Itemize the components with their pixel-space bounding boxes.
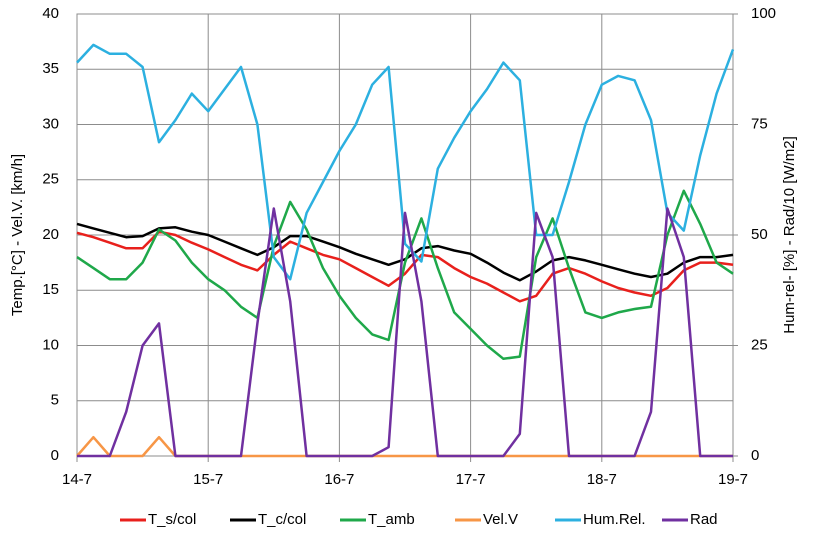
- y2-tick-label: 100: [751, 5, 776, 22]
- x-tick-label: 14-7: [62, 471, 92, 488]
- y2-axis-label: Hum-rel- [%] - Rad/10 [W/m2]: [781, 136, 798, 334]
- y2-tick-label: 50: [751, 226, 768, 243]
- y-tick-label: 0: [51, 447, 59, 464]
- y-tick-label: 5: [51, 392, 59, 409]
- y2-tick-label: 75: [751, 115, 768, 132]
- legend-label: Hum.Rel.: [583, 511, 646, 528]
- y-tick-label: 10: [42, 336, 59, 353]
- y-tick-label: 35: [42, 60, 59, 77]
- y2-tick-label: 25: [751, 336, 768, 353]
- x-tick-label: 19-7: [718, 471, 748, 488]
- y-tick-label: 20: [42, 226, 59, 243]
- legend-label: Rad: [690, 511, 718, 528]
- x-tick-label: 18-7: [587, 471, 617, 488]
- legend-label: T_c/col: [258, 511, 306, 528]
- y-tick-label: 40: [42, 5, 59, 22]
- x-tick-label: 15-7: [193, 471, 223, 488]
- y-tick-label: 30: [42, 115, 59, 132]
- y2-tick-label: 0: [751, 447, 759, 464]
- legend-label: T_s/col: [148, 511, 196, 528]
- series-line: [77, 207, 733, 458]
- x-tick-label: 17-7: [456, 471, 486, 488]
- x-tick-label: 16-7: [324, 471, 354, 488]
- y-tick-label: 25: [42, 171, 59, 188]
- y-axis-label: Temp.[°C] - Vel.V. [km/h]: [9, 154, 26, 316]
- y-tick-label: 15: [42, 281, 59, 298]
- series-line: [76, 43, 735, 281]
- series-line: [76, 189, 734, 361]
- legend-label: Vel.V: [483, 511, 518, 528]
- legend-label: T_amb: [368, 511, 415, 528]
- series-line: [76, 230, 734, 303]
